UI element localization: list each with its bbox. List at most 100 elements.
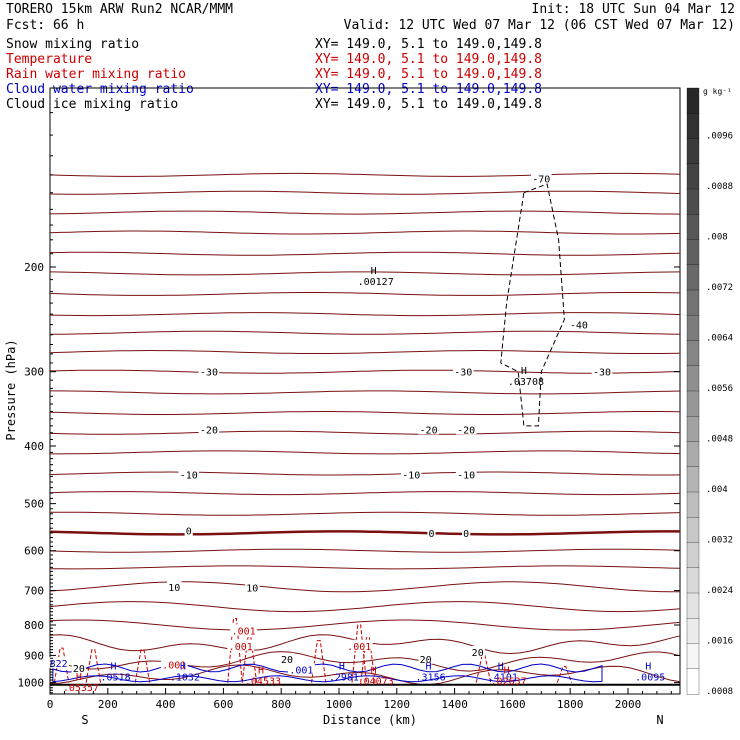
forecast-hour: Fcst: 66 h: [6, 18, 84, 33]
colorbar-swatch: [686, 289, 700, 316]
field-name: Snow mixing ratio: [6, 37, 139, 52]
contour-label-bg: [427, 526, 436, 538]
contour-label: -10: [402, 471, 420, 482]
extremum-value: .0095: [635, 672, 665, 683]
contour-label-bg: [288, 663, 315, 675]
contour-label: 0: [463, 529, 469, 540]
rain-water-contour: [311, 640, 327, 683]
contour-label-bg: [71, 662, 87, 674]
extremum-value: .1032: [170, 672, 200, 683]
colorbar-label: .0048: [706, 435, 733, 445]
colorbar-label: .0008: [706, 687, 733, 697]
y-axis-label: Pressure (hPa): [4, 339, 18, 440]
isotherm-line: [49, 411, 681, 415]
extremum-mark: H: [498, 661, 504, 672]
contour-label: 0: [428, 529, 434, 540]
extremum-value: .00127: [358, 277, 394, 288]
field-name: Rain water mixing ratio: [6, 67, 186, 82]
contour-label: .001: [162, 660, 186, 671]
colorbar-swatch: [686, 517, 700, 544]
field-xy: XY= 149.0, 5.1 to 149.0,149.8: [315, 67, 542, 82]
contour-label: 20: [472, 648, 484, 659]
extremum-value: .03708: [508, 377, 544, 388]
y-tick-label: 900: [24, 649, 44, 662]
x-tick-label: 0: [47, 698, 54, 711]
extremum-value: .02637: [491, 677, 527, 688]
isotherm-line: [50, 565, 681, 570]
isotherm-line: [49, 491, 681, 496]
extremum-mark: H: [111, 661, 117, 672]
contour-label: .001: [289, 665, 313, 676]
colorbar-label: .0072: [706, 283, 733, 293]
field-xy: XY= 149.0, 5.1 to 149.0,149.8: [315, 52, 542, 67]
contour-label-bg: [418, 423, 439, 435]
contour-label-bg: [198, 423, 220, 435]
y-tick-label: 500: [24, 498, 44, 511]
x-tick-label: 1600: [499, 698, 526, 711]
y-tick-label: 200: [24, 261, 44, 274]
x-tick-label: 400: [156, 698, 176, 711]
isotherm-line: [49, 548, 681, 553]
x-tick-label: 1400: [441, 698, 468, 711]
contour-label: 0: [186, 527, 192, 538]
isotherm-line: [49, 601, 681, 613]
contour-label: 10: [246, 584, 258, 595]
contour-label-bg: [418, 652, 433, 664]
isotherm-line: [49, 430, 681, 435]
colorbar-unit: g kg⁻¹: [703, 87, 732, 96]
contour-label: -20: [200, 425, 218, 436]
isotherm-line: [49, 530, 680, 536]
contour-label: -30: [593, 368, 611, 379]
colorbar-swatch: [686, 466, 700, 493]
x-tick-label: 2000: [615, 698, 642, 711]
y-tick-label: 600: [24, 545, 44, 558]
contour-label-bg: [227, 639, 255, 651]
isotherm-line: [49, 312, 681, 317]
x-tick-label: 200: [98, 698, 118, 711]
isotherm-line: [50, 390, 681, 395]
extremum-mark: H: [339, 661, 345, 672]
field-xy: XY= 149.0, 5.1 to 149.0,149.8: [315, 37, 542, 52]
colorbar-label: .0056: [706, 384, 733, 394]
field-xy: XY= 149.0, 5.1 to 149.0,149.8: [315, 97, 542, 112]
isotherm-line: [50, 450, 681, 455]
contour-label-bg: [455, 468, 477, 480]
isotherm-line: [49, 190, 681, 195]
contour-label-bg: [568, 318, 590, 330]
colorbar-label: .0016: [706, 637, 733, 647]
colorbar-swatch: [686, 188, 700, 215]
extremum-value: .3156: [416, 672, 446, 683]
contour-label: 20: [73, 664, 85, 675]
colorbar-swatch: [686, 491, 700, 518]
contour-label: 822: [50, 659, 68, 670]
isotherm-line: [49, 369, 681, 374]
model-title: TORERO 15km ARW Run2 NCAR/MMM: [6, 2, 233, 17]
contour-label: 20: [420, 655, 432, 666]
colorbar-label: .0032: [706, 536, 733, 546]
x-tick-label: 800: [271, 698, 291, 711]
colorbar-label: .004: [706, 485, 728, 495]
y-tick-label: 300: [24, 366, 44, 379]
extremum-mark: H: [180, 661, 186, 672]
isotherm-line: [49, 471, 681, 476]
snow-mixing-contour: [500, 183, 565, 427]
colorbar-swatch: [686, 365, 700, 392]
y-tick-label: 700: [24, 585, 44, 598]
colorbar-label: .0096: [706, 132, 733, 142]
contour-label-bg: [230, 624, 258, 636]
contour-label-bg: [160, 658, 188, 670]
contour-label: -70: [532, 175, 550, 186]
contour-label-bg: [178, 468, 200, 480]
extremum-mark: H: [521, 366, 527, 377]
contour-label-bg: [345, 639, 373, 651]
contour-label-bg: [470, 645, 485, 657]
colorbar-swatch: [686, 87, 700, 114]
extremum-value: .0518: [101, 672, 131, 683]
contour-label-bg: [48, 657, 69, 669]
isotherm-line: [49, 619, 681, 631]
field-xy: XY= 149.0, 5.1 to 149.0,149.8: [315, 82, 542, 97]
isotherm-line: [49, 230, 681, 235]
colorbar-swatch: [686, 113, 700, 140]
contour-label: -30: [454, 368, 472, 379]
colorbar-swatch: [686, 567, 700, 594]
